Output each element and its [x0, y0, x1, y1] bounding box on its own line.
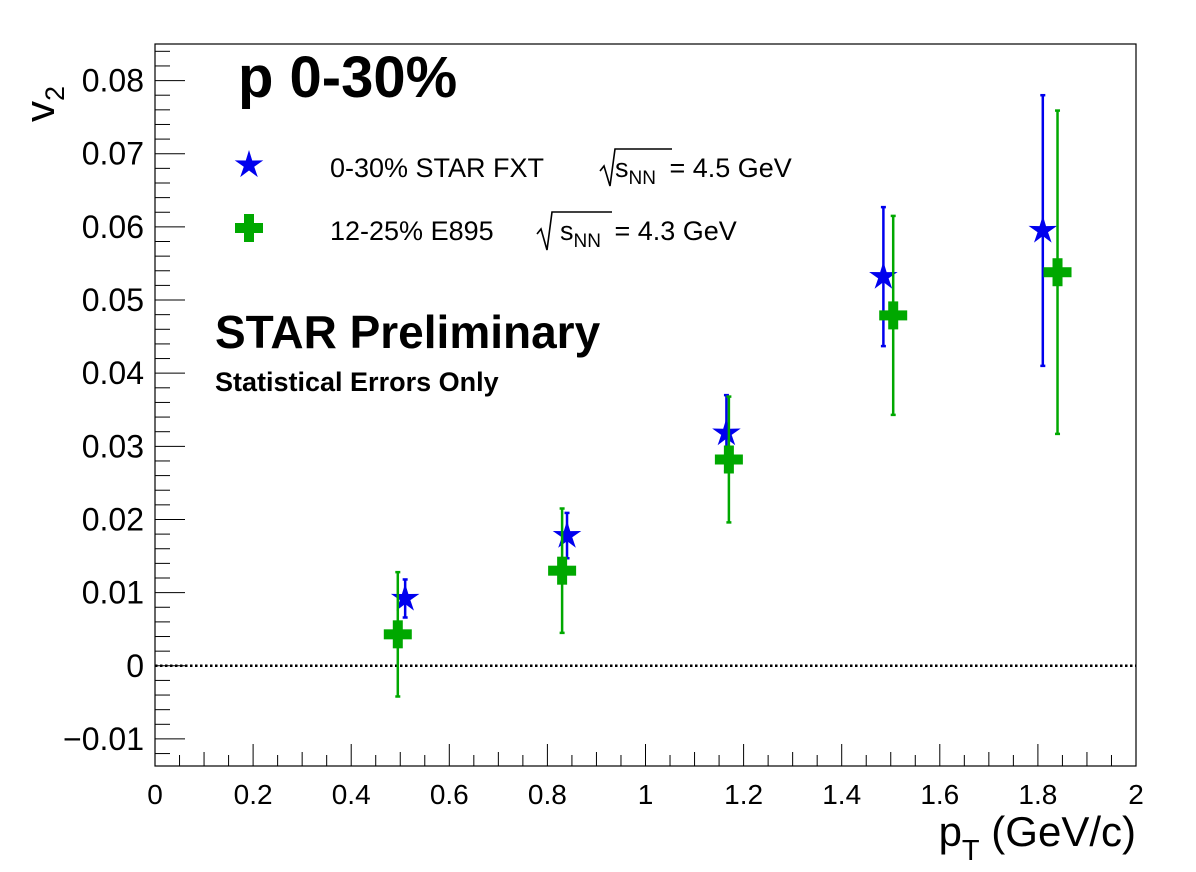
legend-energy-var-star: s: [615, 153, 629, 183]
data-point-star: [869, 261, 898, 289]
x-tick-label: 0.8: [528, 779, 567, 810]
data-point-star: [390, 583, 420, 611]
y-axis-title-main: v: [16, 101, 63, 122]
legend-energy-value-star: = 4.5 GeV: [662, 153, 792, 183]
y-tick-label: 0.06: [82, 209, 144, 245]
legend: 0-30% STAR FXT sNN = 4.5 GeV 12-25% E895…: [234, 148, 792, 252]
x-axis-title-sub: T: [962, 835, 980, 867]
x-axis-title: pT (GeV/c): [939, 808, 1136, 867]
x-tick-label: 0.6: [430, 779, 469, 810]
data-point-cross-v: [888, 301, 899, 330]
legend-energy-star: sNN = 4.5 GeV: [615, 153, 792, 189]
x-tick-label: 1.4: [822, 779, 861, 810]
legend-label-cross: 12-25% E895: [330, 216, 494, 246]
legend-energy-sub-cross: NN: [574, 231, 601, 252]
data-point-cross: [879, 301, 908, 330]
data-point-star: [552, 520, 582, 548]
x-axis-title-main: p: [939, 808, 962, 855]
data-point-star: [712, 418, 741, 446]
legend-sqrt-sign-cross: [536, 211, 612, 251]
data-series: [383, 93, 1072, 698]
y-tick-label: 0.02: [82, 501, 144, 537]
data-point-cross-v: [392, 620, 403, 649]
legend-energy-sub-star: NN: [629, 168, 656, 189]
preliminary-label: STAR Preliminary: [215, 306, 601, 358]
y-axis-title-sub: 2: [40, 86, 70, 101]
x-tick-label: 2: [1128, 779, 1144, 810]
legend-symbol-cross-v: [244, 214, 254, 242]
y-tick-label: 0: [126, 648, 144, 684]
data-point-cross: [714, 445, 743, 474]
y-tick-labels: −0.01 0 0.01 0.02 0.03 0.04 0.05 0.06 0.07 0.08: [63, 63, 144, 757]
data-point-cross-v: [723, 445, 734, 474]
legend-symbol-star: [234, 150, 264, 178]
errors-note-label: Statistical Errors Only: [215, 367, 499, 397]
legend-energy-cross: sNN = 4.3 GeV: [560, 216, 737, 252]
legend-marker-cross: [235, 214, 263, 242]
legend-sqrt-sign-star: [599, 148, 672, 187]
x-tick-label: 1.2: [724, 779, 763, 810]
x-tick-label: 0.2: [234, 779, 273, 810]
plot-frame: [154, 43, 1137, 767]
axis-ticks: [154, 50, 1137, 766]
x-tick-label: 1: [638, 779, 654, 810]
x-tick-label: 0.4: [332, 779, 371, 810]
series-cross: [383, 109, 1072, 698]
y-tick-label: 0.03: [82, 428, 144, 464]
data-point-star: [1028, 215, 1058, 243]
data-point-cross-v: [557, 556, 568, 585]
y-tick-label: 0.04: [82, 355, 144, 391]
particle-label: p 0-30%: [238, 45, 457, 110]
y-tick-label: 0.01: [82, 575, 144, 611]
legend-energy-var-cross: s: [560, 216, 574, 246]
x-tick-label: 1.8: [1018, 779, 1057, 810]
x-tick-labels: 0 0.2 0.4 0.6 0.8 1 1.2 1.4 1.6 1.8 2: [147, 779, 1144, 810]
legend-marker-star: [234, 150, 264, 178]
x-tick-label: 0: [147, 779, 163, 810]
data-point-cross: [548, 556, 577, 585]
y-tick-label: 0.07: [82, 136, 144, 172]
data-point-cross: [1043, 258, 1072, 287]
data-point-cross-v: [1052, 258, 1063, 287]
data-point-cross: [383, 620, 412, 649]
y-axis-title: v2: [16, 86, 70, 122]
y-tick-label: 0.08: [82, 63, 144, 99]
legend-energy-value-cross: = 4.3 GeV: [607, 216, 737, 246]
x-tick-label: 1.6: [920, 779, 959, 810]
y-tick-label: 0.05: [82, 282, 144, 318]
y-tick-label: −0.01: [63, 721, 144, 757]
x-axis-title-unit: (GeV/c): [980, 808, 1136, 855]
legend-symbol-cross: [235, 214, 263, 242]
legend-label-star: 0-30% STAR FXT: [330, 153, 544, 183]
